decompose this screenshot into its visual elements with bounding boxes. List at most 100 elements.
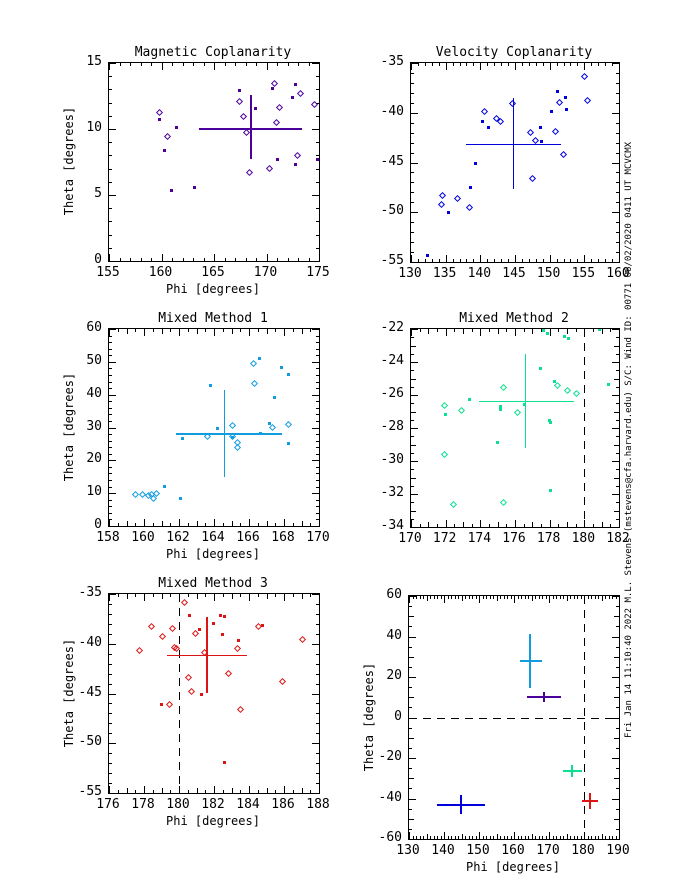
axis-tick — [214, 329, 215, 336]
axis-tick — [465, 836, 466, 839]
scatter-point — [565, 107, 568, 111]
y-tick-label: 0 — [94, 252, 102, 267]
scatter-point — [180, 436, 184, 440]
x-tick-label: 155 — [96, 265, 120, 280]
axis-tick — [172, 258, 173, 261]
scatter-point — [159, 703, 163, 707]
axis-tick — [411, 93, 414, 94]
axis-tick — [437, 329, 438, 332]
axis-tick — [411, 445, 416, 446]
axis-tick — [411, 242, 414, 243]
scatter-point — [276, 104, 284, 112]
axis-tick — [316, 684, 319, 685]
axis-tick — [170, 594, 171, 597]
axis-tick — [109, 773, 112, 774]
axis-tick — [616, 420, 619, 421]
scatter-point — [499, 383, 507, 391]
axis-tick — [535, 836, 536, 839]
axis-tick — [616, 748, 619, 749]
axis-tick — [411, 172, 414, 173]
axis-tick — [602, 329, 603, 334]
axis-tick — [614, 819, 619, 820]
axis-tick — [616, 133, 619, 134]
scatter-point — [187, 613, 191, 617]
axis-tick — [312, 129, 319, 130]
axis-tick — [109, 519, 112, 520]
scatter-point — [481, 119, 485, 123]
axis-tick — [214, 594, 215, 601]
axis-tick — [316, 235, 319, 236]
scatter-point — [162, 148, 166, 152]
axis-tick — [584, 255, 585, 262]
scatter-point — [566, 336, 570, 340]
y-tick-label: -45 — [380, 153, 404, 169]
axis-tick — [483, 836, 484, 839]
axis-tick — [529, 63, 530, 66]
x-tick-label: 155 — [571, 266, 596, 281]
plot-area — [408, 595, 620, 840]
axis-tick — [616, 436, 619, 437]
axis-tick — [109, 713, 112, 714]
axis-tick — [434, 836, 435, 839]
axis-tick — [588, 596, 589, 599]
axis-tick — [616, 836, 617, 839]
x-tick-label: 140 — [467, 266, 492, 281]
axis-tick — [522, 259, 523, 262]
axis-tick — [581, 596, 582, 599]
axis-tick — [444, 596, 445, 603]
axis-tick — [109, 460, 116, 461]
y-tick-label: -50 — [380, 203, 404, 219]
axis-tick — [288, 63, 289, 66]
axis-tick — [574, 596, 575, 599]
axis-tick — [448, 596, 449, 599]
axis-tick — [558, 524, 559, 527]
axis-tick — [109, 594, 110, 601]
axis-tick — [469, 596, 470, 599]
axis-tick — [524, 524, 525, 527]
axis-tick — [246, 63, 247, 66]
axis-tick — [616, 103, 619, 104]
axis-tick — [543, 259, 544, 262]
scatter-point — [553, 382, 561, 390]
axis-tick — [460, 259, 461, 262]
axis-tick — [411, 329, 412, 336]
x-tick-label: 186 — [271, 797, 295, 812]
axis-tick — [536, 259, 537, 262]
axis-tick — [223, 523, 224, 526]
axis-tick — [205, 790, 206, 793]
axis-tick — [109, 103, 112, 104]
scatter-point — [293, 83, 297, 87]
axis-tick — [420, 524, 421, 527]
axis-tick — [309, 258, 310, 261]
axis-tick — [316, 116, 319, 117]
axis-tick — [528, 836, 529, 839]
axis-tick — [446, 329, 447, 336]
scatter-point — [440, 401, 448, 409]
axis-tick — [162, 594, 163, 599]
axis-tick — [411, 511, 416, 512]
axis-tick — [539, 596, 540, 599]
axis-tick — [602, 834, 603, 839]
axis-tick — [316, 401, 319, 402]
axis-tick — [130, 63, 131, 66]
axis-tick — [612, 839, 619, 840]
axis-tick — [109, 674, 112, 675]
axis-tick — [109, 329, 110, 336]
axis-tick — [458, 596, 459, 599]
axis-tick — [446, 63, 447, 70]
scatter-point — [233, 443, 241, 451]
axis-tick — [109, 733, 112, 734]
axis-tick — [411, 486, 414, 487]
axis-tick — [616, 252, 619, 253]
axis-tick — [249, 329, 250, 336]
axis-tick — [411, 163, 418, 164]
scatter-point — [529, 175, 537, 183]
axis-tick — [411, 202, 414, 203]
axis-tick — [483, 596, 484, 599]
axis-tick — [109, 142, 112, 143]
axis-tick — [284, 594, 285, 601]
axis-tick — [612, 527, 619, 528]
scatter-point — [556, 98, 564, 106]
axis-tick — [411, 420, 414, 421]
axis-tick — [144, 786, 145, 793]
